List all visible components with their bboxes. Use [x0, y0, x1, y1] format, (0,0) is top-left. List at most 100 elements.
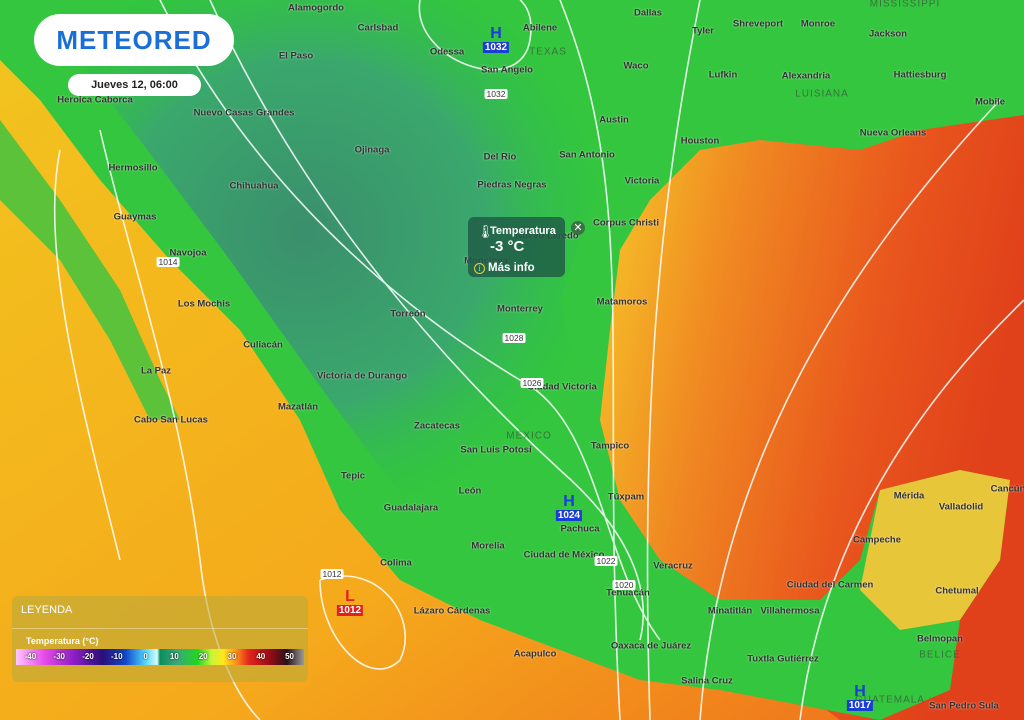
city-label[interactable]: Shreveport [732, 18, 784, 30]
city-label[interactable]: Torreón [390, 308, 426, 320]
city-label[interactable]: La Paz [140, 365, 172, 377]
city-label[interactable]: Valladolid [938, 501, 984, 513]
scale-tick: -30 [53, 652, 65, 661]
city-label[interactable]: San Luis Potosí [460, 444, 532, 456]
more-info-link[interactable]: Más info [488, 262, 535, 274]
city-label[interactable]: Hermosillo [108, 162, 158, 174]
city-label[interactable]: Guadalajara [383, 502, 439, 514]
city-label[interactable]: Nuevo Casas Grandes [193, 107, 295, 119]
city-label[interactable]: Alexandria [781, 70, 831, 82]
city-label[interactable]: Ojinaga [354, 144, 390, 156]
pressure-letter: H [854, 683, 866, 700]
scale-tick: 20 [198, 652, 208, 661]
city-label[interactable]: San Pedro Sula [929, 700, 999, 712]
city-label[interactable]: Oaxaca de Juárez [610, 640, 692, 652]
city-label[interactable]: Tyler [691, 25, 715, 37]
city-label[interactable]: Mazatlán [277, 401, 319, 413]
city-label[interactable]: Mérida [893, 490, 925, 502]
city-label[interactable]: Del Rio [483, 151, 517, 163]
legend-subtitle: Temperatura (°C) [26, 636, 99, 646]
info-icon: i [474, 263, 485, 274]
high-pressure-marker: H 1032 [482, 25, 510, 53]
city-label[interactable]: Victoria [624, 175, 660, 187]
city-label[interactable]: Tepic [340, 470, 366, 482]
pressure-letter: H [490, 25, 502, 42]
city-label[interactable]: Acapulco [513, 648, 557, 660]
city-label[interactable]: Ciudad del Carmen [786, 579, 874, 591]
city-label[interactable]: Minatitlán [707, 605, 753, 617]
city-label[interactable]: Veracruz [653, 560, 693, 572]
city-label[interactable]: Cancún [990, 483, 1024, 495]
scale-tick: -40 [24, 652, 37, 661]
meteored-logo[interactable]: METEORED [34, 14, 234, 66]
city-label[interactable]: Monroe [800, 18, 836, 30]
pressure-value: 1024 [555, 510, 583, 521]
city-label[interactable]: Chihuahua [229, 180, 279, 192]
city-label[interactable]: Houston [680, 135, 720, 147]
city-label[interactable]: Alamogordo [288, 2, 344, 14]
city-label[interactable]: Morelia [471, 540, 505, 552]
city-label[interactable]: Ciudad de México [523, 549, 605, 561]
city-label[interactable]: Villahermosa [760, 605, 820, 617]
temperature-scale: -40 -30 -20 -10 0 10 20 30 40 50 [16, 649, 304, 665]
city-label[interactable]: Waco [623, 60, 649, 72]
city-label[interactable]: Lufkin [708, 69, 738, 81]
city-label[interactable]: Corpus Christi [593, 217, 659, 229]
pressure-value: 1017 [846, 700, 874, 711]
thermometer-icon: 🌡 [477, 224, 494, 239]
popup-value: -3 °C [490, 238, 525, 255]
scale-tick: 10 [169, 652, 179, 661]
isobars [53, 0, 1024, 720]
isobar-label: 1022 [594, 556, 618, 566]
city-label[interactable]: Heroica Caborca [57, 94, 133, 106]
city-label[interactable]: Ciudad Victoria [527, 381, 597, 393]
city-label[interactable]: León [458, 485, 482, 497]
city-label[interactable]: Carlsbad [357, 22, 399, 34]
city-label[interactable]: Pachuca [560, 523, 600, 535]
city-label[interactable]: Nueva Orleans [859, 127, 927, 139]
city-label[interactable]: Navojoa [169, 247, 207, 259]
city-label[interactable]: Túxpam [607, 491, 645, 503]
isobar-label: 1028 [502, 333, 526, 343]
scale-tick: 0 [143, 652, 148, 661]
city-label[interactable]: Salina Cruz [681, 675, 733, 687]
city-label[interactable]: Colima [380, 557, 412, 569]
city-label[interactable]: Guaymas [113, 211, 157, 223]
region-label: LUISIANA [795, 88, 849, 100]
city-label[interactable]: Abilene [522, 22, 558, 34]
isobar-label: 1032 [484, 89, 508, 99]
city-label[interactable]: Dallas [634, 7, 662, 19]
high-pressure-marker: H 1017 [846, 683, 874, 711]
city-label[interactable]: Odessa [429, 46, 465, 58]
city-label[interactable]: El Paso [278, 50, 314, 62]
city-label[interactable]: Jackson [868, 28, 908, 40]
city-label[interactable]: Monterrey [497, 303, 543, 315]
city-label[interactable]: Tuxtla Gutiérrez [747, 653, 819, 665]
city-label[interactable]: Hattiesburg [893, 69, 947, 81]
city-label[interactable]: Los Mochis [177, 298, 231, 310]
region-label: BELICE [919, 649, 961, 661]
city-label[interactable]: San Antonio [559, 149, 615, 161]
city-label[interactable]: Austin [599, 114, 629, 126]
region-label: TEXAS [529, 46, 567, 58]
city-label[interactable]: Cabo San Lucas [134, 414, 208, 426]
city-label[interactable]: Zacatecas [414, 420, 460, 432]
city-label[interactable]: Matamoros [596, 296, 648, 308]
city-label[interactable]: Lázaro Cárdenas [413, 605, 491, 617]
city-label[interactable]: San Angelo [481, 64, 533, 76]
close-icon[interactable]: ✕ [571, 221, 585, 235]
region-label: MISSISSIPPI [869, 0, 941, 10]
city-label[interactable]: Victoria de Durango [316, 370, 408, 382]
city-label[interactable]: Tehuacán [606, 587, 650, 599]
city-label[interactable]: Campeche [852, 534, 902, 546]
city-label[interactable]: Piedras Negras [477, 179, 547, 191]
forecast-time[interactable]: Jueves 12, 06:00 [68, 74, 201, 96]
city-label[interactable]: Chetumal [935, 585, 979, 597]
city-label[interactable]: Culiacán [243, 339, 283, 351]
legend-panel: LEYENDA Temperatura (°C) -40 -30 -20 -10… [12, 596, 308, 682]
scale-tick: -10 [111, 652, 123, 661]
city-label[interactable]: Mobile [974, 96, 1006, 108]
city-label[interactable]: Tampico [590, 440, 630, 452]
region-label: GUATEMALA [855, 694, 925, 706]
city-label[interactable]: Belmopan [917, 633, 963, 645]
